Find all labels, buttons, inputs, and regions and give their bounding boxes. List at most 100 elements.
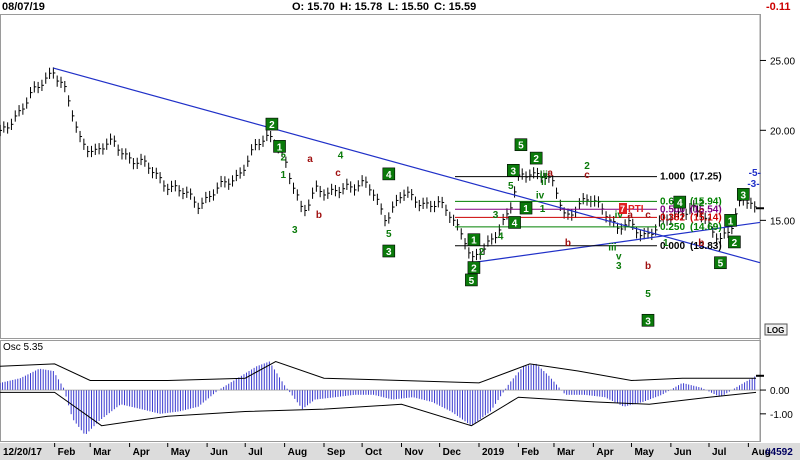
wave-label: c (699, 206, 705, 217)
fib-ratio-label: 0.618 (660, 196, 685, 207)
wave-label: 3 (493, 210, 499, 221)
time-tick-label: 2019 (482, 447, 505, 458)
time-tick-label: Apr (133, 447, 150, 458)
wave-label: c (645, 210, 651, 221)
wave-label: 5 (518, 141, 524, 152)
wave-label: a (307, 154, 313, 165)
wave-label: 3 (292, 225, 298, 236)
wave-label: 1 (277, 142, 283, 153)
fib-retracement: 1.000 (17.25) 0.618 (15.94) 0.500 (15.54) 0.38… (455, 172, 722, 252)
wave-label: 4 (512, 218, 518, 229)
wave-label-box (508, 216, 521, 229)
price-bars (0, 67, 757, 263)
wave-label: b (316, 210, 322, 221)
wave-label: 1 (728, 216, 734, 227)
wave-label: ii (541, 177, 547, 188)
fib-ratio-label: 0.250 (660, 222, 685, 233)
osc-tick-label: 0.00 (770, 386, 790, 397)
wave-label: b (698, 238, 704, 249)
wave-label: 3 (511, 166, 517, 177)
time-tick-label: Dec (443, 447, 462, 458)
wave-label: -3- (747, 179, 759, 190)
wave-label-box (507, 164, 520, 177)
wave-label: a (547, 168, 553, 179)
time-tick-label: Sep (327, 447, 345, 458)
time-tick-label: May (171, 447, 191, 458)
time-tick-label: Jul (712, 447, 727, 458)
wave-label: 2 (584, 161, 590, 172)
oscillator: 0.00 -1.00 (0, 360, 793, 434)
time-tick-label: Jul (248, 447, 263, 458)
trendline (471, 221, 761, 264)
wave-label: -5- (749, 168, 761, 179)
wave-label: iii (540, 170, 549, 181)
fib-value-label: (15.94) (690, 196, 722, 207)
wave-label: 1 (663, 238, 669, 249)
wave-label: b (645, 261, 651, 272)
log-button[interactable] (764, 323, 788, 336)
time-tick-label: Feb (521, 447, 539, 458)
wave-label: 2 (479, 247, 485, 258)
header-close: C: 15.59 (434, 1, 477, 13)
wave-label: 2 (699, 198, 705, 209)
wave-label: 2 (281, 152, 287, 163)
time-start-label: 12/20/17 (3, 447, 42, 458)
wave-label: 5 (645, 289, 651, 300)
wave-label-box (736, 188, 750, 201)
time-tick-label: Aug (751, 447, 770, 458)
wave-label-box (265, 117, 279, 131)
time-tick-label: Feb (58, 447, 76, 458)
time-tick-label: Mar (93, 447, 111, 458)
wave-label: c (584, 170, 590, 181)
wave-label: 2 (533, 154, 539, 165)
header-low: L: 15.50 (388, 1, 429, 13)
fib-value-label: (17.25) (690, 172, 722, 183)
pti-marker (619, 203, 627, 214)
pti-badge: 7 PTI (619, 203, 644, 215)
log-button-label: LOG (767, 326, 784, 335)
wave-label: 5 (718, 259, 724, 270)
wave-label-box (382, 167, 396, 181)
fib-ratio-label: 1.000 (660, 172, 685, 183)
time-axis: Feb Mar Apr May Jun Jul Aug Sep Oct Nov Dec 2019 Feb… (54, 443, 771, 458)
fib-value-label: (15.14) (690, 212, 722, 223)
wave-label: iv (536, 190, 545, 201)
wave-label-box (728, 235, 741, 249)
wave-label-box (519, 201, 533, 215)
time-tick-label: Aug (288, 447, 307, 458)
time-tick-label: Jun (674, 447, 692, 458)
wave-label: a (627, 210, 633, 221)
wave-label-box (641, 313, 655, 327)
wave-label: 5 (508, 181, 514, 192)
wave-label: 4 (338, 151, 344, 162)
time-tick-label: Apr (596, 447, 613, 458)
fib-value-label: (14.69) (690, 222, 722, 233)
fib-value-label: (13.83) (690, 241, 722, 252)
time-tick-label: Oct (365, 447, 382, 458)
pti-label: PTI (628, 204, 644, 215)
wave-label: 1 (540, 204, 546, 215)
wave-label: 2 (269, 120, 275, 131)
wave-label-box (465, 273, 478, 287)
time-axis-bar (0, 443, 800, 460)
wave-label-box (714, 256, 727, 270)
wave-label: iv (615, 210, 624, 221)
fib-ratio-label: 0.000 (660, 241, 685, 252)
time-tick-label: Nov (405, 447, 424, 458)
price-tick-label: 15.00 (770, 216, 795, 227)
wave-label: 1 (471, 236, 477, 247)
time-tick-label: May (634, 447, 654, 458)
pti-value: 7 (620, 204, 625, 214)
trendline (53, 67, 761, 264)
trendlines (53, 67, 761, 264)
wave-label-box (514, 138, 528, 152)
header-change: -0.11 (766, 1, 791, 13)
wave-label: v (616, 252, 622, 263)
wave-label: 4 (386, 170, 392, 181)
wave-label: 2 (732, 238, 738, 249)
wave-label: 1 (523, 204, 529, 215)
wave-label: 5 (469, 276, 475, 287)
